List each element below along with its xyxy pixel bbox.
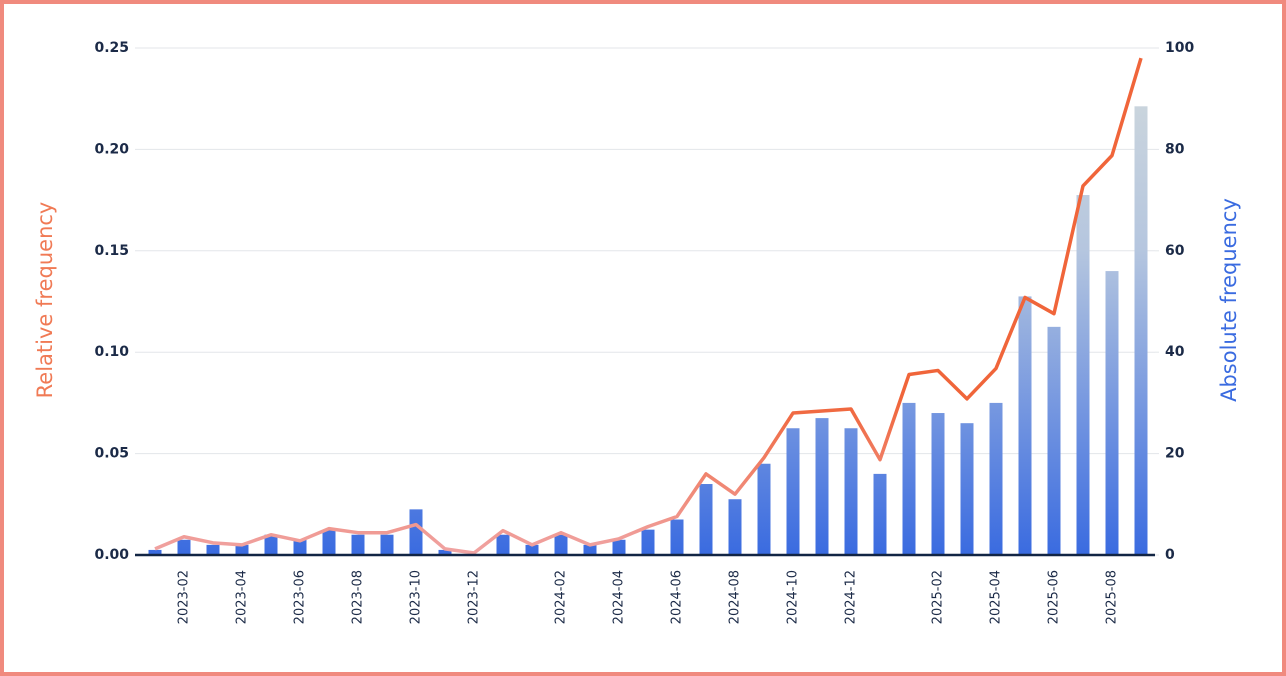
x-tick-label: 2025-04 — [989, 570, 1004, 624]
y2-tick-label: 40 — [1165, 344, 1185, 360]
y-tick-label: 0.10 — [94, 344, 129, 360]
y2-tick-label: 100 — [1165, 40, 1194, 56]
y2-tick-label: 0 — [1165, 547, 1175, 563]
line — [154, 57, 1143, 555]
y-axis-title: Relative frequency — [33, 202, 57, 399]
y-tick-label: 0.05 — [94, 446, 129, 462]
x-tick-label: 2024-02 — [554, 570, 569, 624]
x-tick-label: 2023-10 — [409, 570, 424, 624]
x-tick-label: 2023-12 — [467, 570, 482, 624]
bar — [235, 544, 249, 555]
x-tick-label: 2024-06 — [670, 570, 685, 624]
bar — [641, 529, 655, 555]
x-tick-label: 2025-02 — [931, 570, 946, 624]
bar — [1018, 296, 1032, 555]
x-tick-label: 2025-06 — [1047, 570, 1062, 624]
bar — [438, 549, 452, 555]
bar — [380, 534, 394, 555]
bar — [699, 484, 713, 555]
bar — [989, 402, 1003, 555]
bar — [264, 534, 278, 555]
bar — [148, 549, 162, 555]
bar — [960, 423, 974, 555]
bar — [496, 534, 510, 555]
bar — [1047, 326, 1061, 555]
bar — [757, 463, 771, 555]
grid — [135, 47, 1159, 556]
bar — [815, 418, 829, 555]
bar — [1076, 195, 1090, 555]
x-tick-label: 2025-08 — [1105, 570, 1120, 624]
y-tick-label: 0.25 — [94, 40, 129, 56]
bar — [293, 539, 307, 555]
bar — [670, 519, 684, 555]
y-tick-label: 0.00 — [94, 547, 129, 563]
bar — [1134, 106, 1148, 556]
bar — [786, 428, 800, 555]
plot — [148, 57, 1148, 556]
bar — [728, 499, 742, 555]
x-tick-label: 2024-08 — [728, 570, 743, 624]
bar — [525, 544, 539, 555]
bar — [902, 402, 916, 555]
y-tick-label: 0.20 — [94, 141, 129, 157]
bar — [612, 539, 626, 555]
y-tick-label: 0.15 — [94, 243, 129, 259]
y2-tick-label: 20 — [1165, 446, 1185, 462]
bar — [873, 473, 887, 555]
y2-axis-title: Absolute frequency — [1217, 198, 1241, 402]
x-tick-label: 2024-12 — [844, 570, 859, 624]
x-tick-label: 2023-02 — [177, 570, 192, 624]
bar — [322, 529, 336, 555]
x-tick-label: 2023-06 — [293, 570, 308, 624]
x-tick-label: 2023-04 — [235, 570, 250, 624]
bar — [206, 544, 220, 555]
x-tick-label: 2024-04 — [612, 570, 627, 624]
bar — [583, 544, 597, 555]
x-tick-label: 2024-10 — [786, 570, 801, 624]
bar — [409, 509, 423, 555]
x-tick-label: 2023-08 — [351, 570, 366, 624]
bar — [554, 534, 568, 555]
bar — [931, 413, 945, 555]
bar — [351, 534, 365, 555]
bar — [177, 539, 191, 555]
y2-tick-label: 60 — [1165, 243, 1185, 259]
bar — [844, 428, 858, 555]
y2-tick-label: 80 — [1165, 141, 1185, 157]
bar — [1105, 271, 1119, 555]
